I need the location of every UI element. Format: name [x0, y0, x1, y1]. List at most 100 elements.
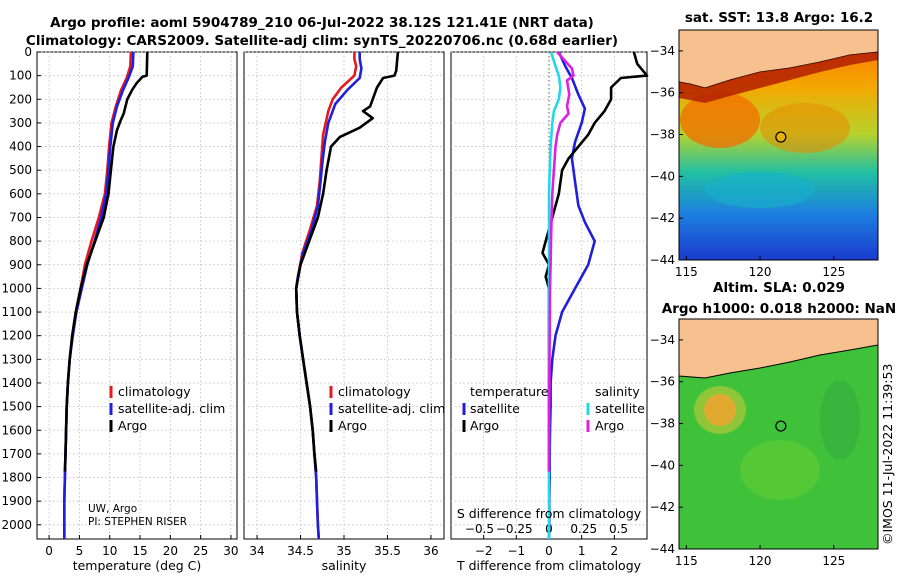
depth-tick-label: 300 — [9, 116, 32, 130]
x-tick-label: 35 — [336, 544, 351, 558]
s-difference-xlabel: S difference from climatology — [457, 506, 642, 521]
depth-tick-label: 1700 — [1, 447, 32, 461]
sla-lat-tick-labels: −34 −36 −38 −40 −42 −44 — [650, 333, 683, 556]
sst-map-frame — [678, 29, 879, 261]
lon-tick-label: 125 — [822, 265, 845, 279]
credit-line2: PI: STEPHEN RISER — [88, 516, 187, 528]
sst-lat-tick-labels: −34 −36 −38 −40 −42 −44 — [650, 44, 683, 267]
legend-sal-argo-label: Argo — [595, 418, 624, 433]
x-tick-label: 5 — [76, 544, 84, 558]
temperature-axes-frame — [36, 51, 238, 540]
depth-tick-label: 1600 — [1, 423, 32, 437]
sla-argo-location-marker — [775, 420, 787, 432]
temperature-x-tick-labels: 0 5 10 15 20 25 30 — [45, 535, 239, 558]
series-line-argo — [294, 51, 400, 472]
depth-tick-label: 600 — [9, 187, 32, 201]
depth-tick-label: 500 — [9, 163, 32, 177]
salinity-grid — [244, 51, 444, 539]
x-tick-label: 10 — [102, 544, 117, 558]
salinity-panel: 34 34.5 35 35.5 36 salinity climatology sate… — [243, 51, 445, 573]
sla-map-frame — [678, 318, 879, 550]
x-tick-label: −1 — [507, 544, 525, 558]
difference-x-tick-labels: −2 −1 0 1 2 — [475, 535, 618, 558]
depth-tick-label: 1100 — [1, 305, 32, 319]
depth-tick-label: 2000 — [1, 518, 32, 532]
sla-dark-patch — [820, 380, 860, 460]
legend-climatology-label: climatology — [338, 384, 411, 399]
salinity-xlabel: salinity — [322, 558, 367, 573]
difference-panel: −2 −1 0 1 2 −0.5 −0.25 0 0.25 0.5 T difference f… — [450, 51, 649, 573]
lat-tick-label: −40 — [650, 169, 675, 183]
sla-anomaly-halo — [694, 386, 746, 434]
sst-warm-eddy — [680, 92, 760, 148]
depth-tick-label: 900 — [9, 258, 32, 272]
depth-tick-label: 1400 — [1, 376, 32, 390]
x-tick-label: 2 — [611, 544, 619, 558]
x-tick-label: 0 — [45, 544, 53, 558]
sst-warm-patch — [760, 103, 850, 153]
sla-positive-anomaly — [704, 394, 736, 426]
depth-tick-label: 100 — [9, 69, 32, 83]
s-diff-tick-label: 0.5 — [609, 522, 628, 536]
difference-grid — [451, 51, 647, 539]
lat-tick-label: −36 — [650, 375, 675, 389]
lat-tick-label: −44 — [650, 253, 675, 267]
imos-watermark: ©IMOS 11-Jul-2022 11:39:53 — [880, 364, 895, 545]
lat-tick-label: −38 — [650, 417, 675, 431]
temperature-depth-tick-labels: 0 100 200 300 400 500 600 700 800 900 1000 1100 1200… — [1, 45, 41, 532]
legend-temp-argo-label: Argo — [470, 418, 499, 433]
sla-map-title-line2: Argo h1000: 0.018 h2000: NaN — [662, 301, 896, 317]
x-tick-label: 20 — [163, 544, 178, 558]
sla-lon-tick-labels: 115 120 125 — [675, 545, 845, 568]
legend-sal-satellite-label: satellite — [595, 401, 645, 416]
s-diff-tick-label: −0.25 — [496, 522, 533, 536]
depth-tick-label: 1800 — [1, 471, 32, 485]
temperature-xlabel: temperature (deg C) — [73, 558, 202, 573]
x-tick-label: 34 — [249, 544, 264, 558]
x-tick-label: 30 — [223, 544, 238, 558]
depth-tick-label: 1200 — [1, 329, 32, 343]
sst-map-title: sat. SST: 13.8 Argo: 16.2 — [685, 10, 873, 26]
salinity-profile-lines — [294, 51, 400, 540]
difference-profile-lines — [541, 51, 649, 540]
difference-legend: temperature salinity satellite Argo sate… — [462, 384, 645, 433]
lon-tick-label: 120 — [749, 554, 772, 568]
lat-tick-label: −38 — [650, 128, 675, 142]
lat-tick-label: −42 — [650, 211, 675, 225]
sst-argo-location-marker — [775, 131, 787, 143]
x-tick-label: 25 — [193, 544, 208, 558]
legend-title-temperature: temperature — [470, 384, 549, 399]
x-tick-label: −2 — [475, 544, 493, 558]
legend-title-salinity: salinity — [595, 384, 640, 399]
depth-tick-label: 1900 — [1, 494, 32, 508]
x-tick-label: 35.5 — [374, 544, 401, 558]
x-tick-label: 1 — [578, 544, 586, 558]
sla-map-panel: Altim. SLA: 0.029 Argo h1000: 0.018 h200… — [650, 280, 897, 568]
x-tick-label: 36 — [423, 544, 438, 558]
sla-map-title-line1: Altim. SLA: 0.029 — [713, 280, 845, 296]
depth-tick-label: 800 — [9, 234, 32, 248]
sst-coastal-warm-strip — [679, 52, 878, 103]
depth-tick-label: 0 — [24, 45, 32, 59]
salinity-legend: climatology satellite-adj. clim Argo — [329, 384, 445, 433]
x-tick-label: 0 — [545, 544, 553, 558]
depth-tick-label: 700 — [9, 210, 32, 224]
x-tick-label: 34.5 — [287, 544, 314, 558]
s-diff-tick-label: 0.25 — [570, 522, 597, 536]
sst-cool-band — [705, 172, 815, 208]
sst-lon-tick-labels: 115 120 125 — [675, 256, 845, 279]
temperature-panel: 0100200300400500600700800900100011001200… — [1, 45, 238, 573]
legend-satellite-label: satellite-adj. clim — [118, 401, 225, 416]
depth-tick-label: 200 — [9, 92, 32, 106]
depth-tick-label: 400 — [9, 140, 32, 154]
legend-climatology-label: climatology — [118, 384, 191, 399]
lat-tick-label: −34 — [650, 333, 675, 347]
figure-title-line2: Climatology: CARS2009. Satellite-adj cli… — [26, 33, 618, 49]
t-difference-xlabel: T difference from climatology — [456, 558, 642, 573]
lat-tick-label: −44 — [650, 542, 675, 556]
legend-temp-satellite-label: satellite — [470, 401, 520, 416]
temperature-profile-lines — [63, 51, 149, 539]
s-diff-tick-label: −0.5 — [465, 522, 494, 536]
depth-tick-label: 1000 — [1, 281, 32, 295]
